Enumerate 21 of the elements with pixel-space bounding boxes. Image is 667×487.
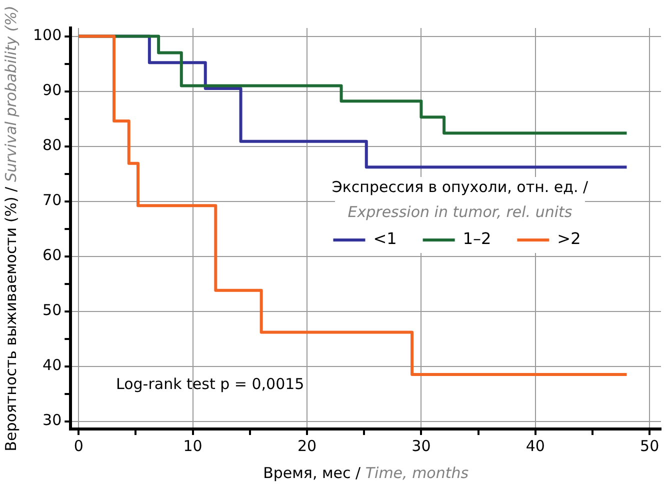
legend-label: <1 (373, 229, 397, 248)
x-tick-label: 30 (412, 436, 431, 455)
annotation: Log-rank test p = 0,0015 (116, 374, 304, 393)
x-tick-label: 50 (640, 436, 660, 455)
y-tick-label: 30 (42, 411, 62, 430)
legend-title: Экспрессия в опухоли, отн. ед. / Expression in tumor, rel. units (332, 178, 590, 221)
x-tick-label: 20 (297, 436, 317, 455)
legend-label: 1–2 (462, 229, 492, 248)
x-tick-label: 10 (183, 436, 202, 455)
y-tick-label: 100 (32, 26, 62, 44)
y-tick-label: 50 (42, 301, 62, 320)
y-axis-title: Вероятность выживаемости (%) / Survival probability (%) (2, 6, 20, 452)
y-tick-label: 90 (42, 81, 62, 100)
x-tick-label: 40 (526, 436, 545, 455)
y-tick-label: 80 (42, 136, 62, 154)
x-axis-title: Время, мес / Time, months (263, 464, 469, 482)
y-tick-label: 40 (42, 356, 62, 374)
x-tick-label: 0 (74, 436, 84, 455)
y-tick-label: 60 (42, 246, 62, 264)
y-tick-label: 70 (42, 191, 62, 210)
legend-label: >2 (557, 229, 581, 248)
